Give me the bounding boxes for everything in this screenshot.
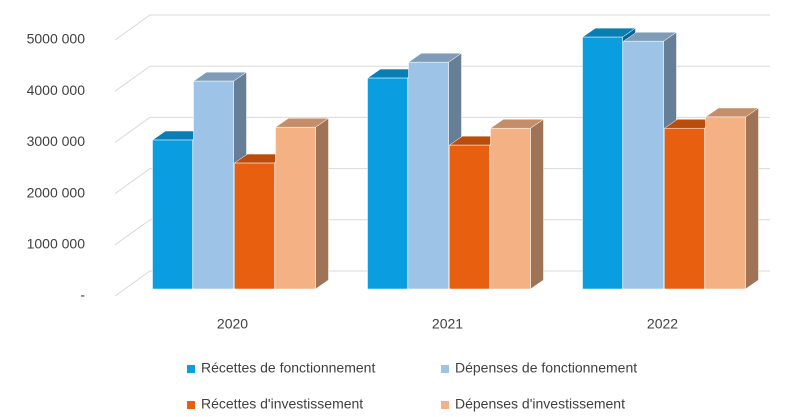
grid-line (114, 270, 770, 297)
y-tick-label: 5000 000 (27, 31, 86, 47)
x-tick-label: 2022 (647, 316, 678, 332)
x-tick-label: 2020 (217, 316, 248, 332)
bar (274, 117, 330, 290)
y-tick-label: 3000 000 (27, 133, 86, 149)
bar-front (582, 36, 623, 290)
bar-front (367, 77, 408, 290)
bar-side (315, 117, 329, 290)
y-tick-label: 2000 000 (27, 184, 86, 200)
bar-front (408, 61, 449, 290)
bar-front (623, 40, 664, 290)
y-tick-label: 4000 000 (27, 82, 86, 98)
bar-front (664, 127, 705, 290)
bar-front (193, 80, 234, 290)
legend-swatch (187, 365, 195, 373)
bar-front (275, 126, 316, 290)
bar-front (705, 116, 746, 290)
bar-side (745, 107, 759, 290)
y-tick-label: 1000 000 (27, 236, 86, 252)
legend-label: Dépenses de fonctionnement (455, 360, 637, 376)
legend-label: Dépenses d'investissement (455, 396, 625, 412)
bar-front (234, 162, 275, 290)
y-tick-label: - (80, 287, 85, 303)
grid-line (114, 14, 770, 41)
legend-swatch (441, 365, 449, 373)
x-tick-label: 2021 (432, 316, 463, 332)
bar-front (490, 127, 531, 290)
bar (192, 71, 248, 290)
legend-label: Récettes de fonctionnement (201, 360, 375, 376)
grid-line (114, 116, 770, 143)
bar-side (530, 118, 544, 290)
legend-label: Récettes d'investissement (201, 396, 363, 412)
grid-line (114, 65, 770, 92)
grid-line (114, 168, 770, 195)
legend-swatch (441, 401, 449, 409)
bar (704, 107, 760, 290)
grid-line (114, 219, 770, 246)
bar-front (152, 139, 193, 290)
bar-front (449, 144, 490, 290)
bar (489, 118, 545, 290)
legend-swatch (187, 401, 195, 409)
